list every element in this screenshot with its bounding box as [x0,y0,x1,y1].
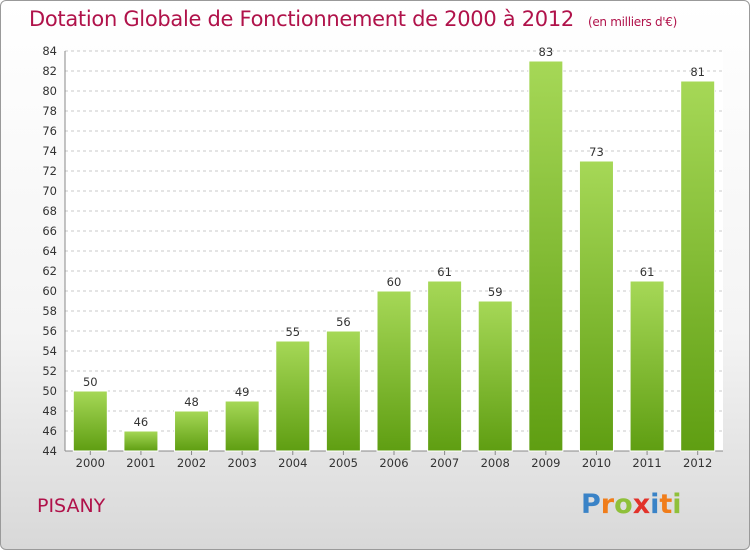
bar-2011 [629,280,665,452]
x-tick-label: 2011 [632,456,661,470]
data-label: 83 [539,45,554,59]
y-tick-label: 78 [42,104,57,118]
y-tick-label: 82 [42,64,57,78]
bar-2003 [224,400,260,452]
logo-letter: P [581,489,601,520]
y-tick-label: 84 [42,44,57,58]
data-label: 50 [83,375,98,389]
y-tick-label: 74 [42,144,57,158]
x-tick-label: 2000 [76,456,105,470]
data-label: 61 [640,265,655,279]
bar-2008 [477,300,513,452]
y-tick-label: 54 [42,344,57,358]
y-tick-label: 52 [42,364,57,378]
y-tick-label: 66 [42,224,57,238]
logo-letter: x [632,489,651,520]
bar-2004 [275,340,311,452]
data-label: 48 [184,395,199,409]
bar-2002 [174,410,210,452]
chart-title: Dotation Globale de Fonctionnement de 20… [29,7,677,31]
x-tick-label: 2008 [481,456,510,470]
logo-letter: t [659,489,673,520]
logo-letter: i [650,489,660,520]
logo-letter: r [600,489,615,520]
bar-2007 [427,280,463,452]
bar-2000 [72,390,108,452]
x-tick-label: 2006 [379,456,408,470]
y-tick-label: 50 [42,384,57,398]
logo-letter: o [614,489,633,520]
y-tick-label: 80 [42,84,57,98]
data-label: 73 [589,145,604,159]
x-tick-label: 2004 [278,456,307,470]
y-tick-label: 46 [42,424,57,438]
data-label: 55 [285,325,300,339]
logo-letter: i [672,489,682,520]
y-tick-label: 60 [42,284,57,298]
chart-title-text: Dotation Globale de Fonctionnement de 20… [29,7,574,31]
data-label: 56 [336,315,351,329]
bar-2009 [528,60,564,452]
x-tick-label: 2001 [126,456,155,470]
bar-2001 [123,430,159,452]
x-tick-label: 2012 [683,456,712,470]
y-tick-label: 56 [42,324,57,338]
y-tick-label: 58 [42,304,57,318]
bar-2005 [325,330,361,452]
bar-2010 [578,160,614,452]
y-tick-label: 62 [42,264,57,278]
x-tick-label: 2009 [531,456,560,470]
y-tick-label: 44 [42,444,57,458]
y-tick-label: 72 [42,164,57,178]
chart-subtitle: (en milliers d'€) [587,15,677,29]
y-tick-label: 68 [42,204,57,218]
x-tick-label: 2002 [177,456,206,470]
proxiti-logo: Proxiti [581,489,682,520]
bar-2006 [376,290,412,452]
x-tick-label: 2005 [329,456,358,470]
commune-name: PISANY [37,495,106,517]
data-label: 49 [235,385,250,399]
x-tick-label: 2010 [582,456,611,470]
y-tick-label: 48 [42,404,57,418]
y-tick-label: 70 [42,184,57,198]
y-tick-label: 64 [42,244,57,258]
x-tick-label: 2007 [430,456,459,470]
bar-2012 [680,80,716,452]
y-tick-label: 76 [42,124,57,138]
data-label: 81 [690,65,705,79]
x-tick-label: 2003 [228,456,257,470]
data-label: 60 [387,275,402,289]
data-label: 61 [437,265,452,279]
data-label: 46 [134,415,149,429]
data-label: 59 [488,285,503,299]
